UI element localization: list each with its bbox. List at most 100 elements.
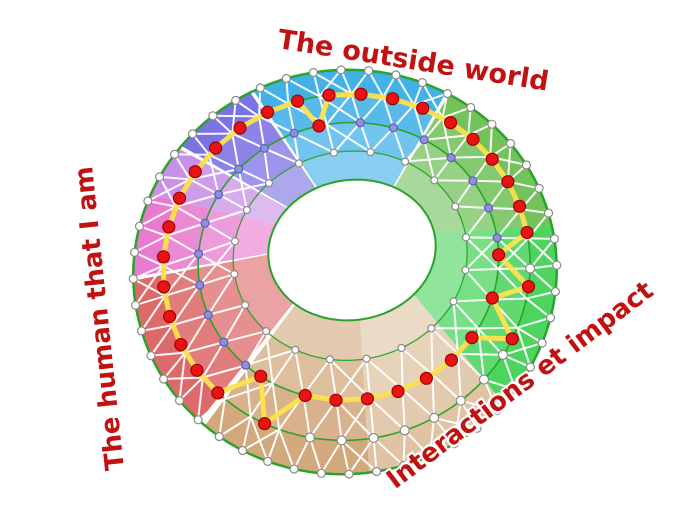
web-line bbox=[369, 398, 375, 439]
red-node bbox=[291, 94, 305, 108]
sector-top-left-purple bbox=[181, 92, 316, 208]
red-node bbox=[492, 248, 506, 262]
node-ring-A bbox=[231, 95, 241, 106]
web-line bbox=[164, 284, 200, 297]
node-ring-C bbox=[234, 164, 244, 174]
web-line bbox=[223, 330, 267, 344]
red-node bbox=[254, 369, 268, 383]
web-line bbox=[464, 237, 498, 271]
node-ring-A bbox=[505, 138, 516, 149]
web-line bbox=[452, 300, 479, 330]
node-ring-A bbox=[187, 129, 198, 139]
web-line bbox=[496, 237, 531, 270]
web-line bbox=[302, 394, 311, 438]
node-ring-A bbox=[552, 260, 562, 270]
web-line bbox=[365, 357, 404, 391]
web-line bbox=[392, 104, 415, 129]
node-ring-D bbox=[461, 266, 470, 275]
web-line bbox=[455, 205, 489, 210]
node-ring-D bbox=[401, 157, 410, 166]
web-line bbox=[166, 222, 206, 237]
web-line bbox=[340, 397, 371, 441]
red-node bbox=[444, 115, 458, 130]
web-line bbox=[207, 304, 246, 316]
node-ring-A bbox=[238, 445, 248, 456]
node-ring-B bbox=[478, 374, 490, 385]
node-ring-A bbox=[425, 451, 435, 461]
web-line bbox=[516, 327, 532, 368]
node-ring-D bbox=[366, 148, 375, 157]
web-line bbox=[424, 134, 469, 141]
red-node bbox=[485, 152, 499, 166]
web-line bbox=[231, 132, 265, 150]
node-ring-A bbox=[537, 338, 547, 348]
web-line bbox=[271, 349, 297, 384]
web-line bbox=[430, 328, 434, 375]
web-line bbox=[134, 265, 164, 306]
node-ring-A bbox=[214, 431, 224, 442]
node-ring-A bbox=[550, 287, 561, 297]
node-ring-B bbox=[336, 435, 347, 446]
web-line bbox=[496, 208, 522, 239]
red-node bbox=[322, 88, 336, 102]
red-node bbox=[261, 105, 275, 119]
web-line bbox=[433, 417, 456, 445]
web-line bbox=[497, 268, 528, 300]
web-line bbox=[135, 294, 166, 307]
web-line bbox=[285, 77, 320, 98]
web-line bbox=[423, 117, 444, 141]
node-ring-A bbox=[155, 172, 165, 182]
node-ring-A bbox=[417, 77, 427, 88]
web-line bbox=[278, 429, 296, 470]
web-line bbox=[271, 383, 281, 430]
red-node bbox=[444, 353, 458, 367]
node-ring-A bbox=[525, 362, 536, 372]
web-line bbox=[454, 180, 474, 207]
red-node bbox=[211, 386, 225, 400]
web-line bbox=[412, 104, 426, 140]
node-ring-D bbox=[264, 179, 273, 188]
node-ring-A bbox=[449, 439, 459, 449]
web-line bbox=[218, 415, 252, 438]
node-ring-A bbox=[543, 208, 554, 218]
web-line bbox=[162, 351, 186, 380]
web-line bbox=[433, 416, 478, 430]
web-line bbox=[404, 156, 452, 163]
web-line bbox=[218, 398, 226, 437]
web-line bbox=[212, 114, 260, 118]
red-node bbox=[485, 291, 499, 305]
red-node bbox=[233, 121, 247, 135]
web-line bbox=[199, 273, 235, 286]
web-line bbox=[452, 301, 460, 354]
node-ring-A bbox=[399, 460, 409, 471]
red-node bbox=[157, 280, 171, 294]
red-nodes bbox=[156, 87, 536, 431]
web-line bbox=[340, 439, 378, 473]
web-line bbox=[453, 298, 492, 303]
node-ring-A bbox=[143, 196, 153, 206]
node-ring-D bbox=[430, 176, 439, 185]
web-line bbox=[529, 238, 556, 270]
node-ring-A bbox=[159, 374, 169, 384]
web-line bbox=[359, 96, 384, 124]
red-node bbox=[174, 338, 188, 352]
web-line bbox=[325, 124, 335, 153]
node-ring-A bbox=[521, 160, 532, 170]
node-ring-D bbox=[449, 297, 458, 306]
red-node bbox=[162, 220, 176, 234]
web-line bbox=[525, 297, 552, 319]
web-line bbox=[178, 376, 204, 402]
web-line bbox=[259, 87, 289, 105]
web-line bbox=[134, 251, 164, 267]
web-line bbox=[189, 178, 220, 196]
node-ring-A bbox=[442, 88, 452, 99]
web-line bbox=[320, 439, 343, 474]
web-line bbox=[395, 74, 415, 106]
red-node bbox=[386, 92, 400, 106]
web-line bbox=[348, 437, 375, 475]
red-node bbox=[209, 141, 223, 155]
node-ring-A bbox=[344, 469, 354, 479]
node-ring-C bbox=[203, 310, 213, 320]
node-ring-A bbox=[364, 66, 374, 76]
node-ring-A bbox=[534, 183, 544, 193]
